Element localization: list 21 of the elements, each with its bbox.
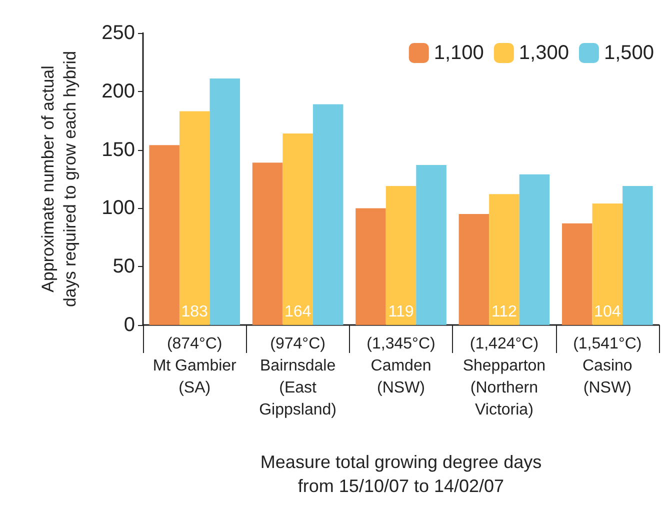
x-tick-label: (1,345°C) Camden (NSW) xyxy=(366,336,436,396)
y-tick-label: 200 xyxy=(102,80,135,102)
data-label: 183 xyxy=(181,304,208,320)
data-label: 112 xyxy=(491,304,518,320)
data-label: 119 xyxy=(388,304,414,320)
data-label: 164 xyxy=(284,304,312,320)
y-tick-label: 0 xyxy=(124,314,135,336)
x-axis-title: Measure total growing degree days from 15/10/07 to 14/02/07 xyxy=(260,452,542,496)
y-tick-label: 50 xyxy=(112,256,135,278)
x-tick-label: (974°C) Bairnsdale (East Gippsland) xyxy=(259,336,336,418)
y-axis-title: Approximate number of actual days required to grow each hybrid xyxy=(38,50,80,308)
legend-label: 1,300 xyxy=(518,42,569,64)
x-tick-label: (1,541°C) Casino (NSW) xyxy=(573,336,642,396)
legend-label: 1,500 xyxy=(604,42,654,64)
x-tick-label: (874°C) Mt Gambier (SA) xyxy=(152,336,238,396)
x-tick-label: (1,424°C) Shepparton (Northern Victoria) xyxy=(462,336,546,418)
y-tick-label: 250 xyxy=(102,22,135,44)
data-label: 104 xyxy=(594,304,621,320)
y-tick-label: 100 xyxy=(102,197,135,220)
y-tick-label: 150 xyxy=(102,138,135,161)
legend-label: 1,100 xyxy=(434,42,484,64)
